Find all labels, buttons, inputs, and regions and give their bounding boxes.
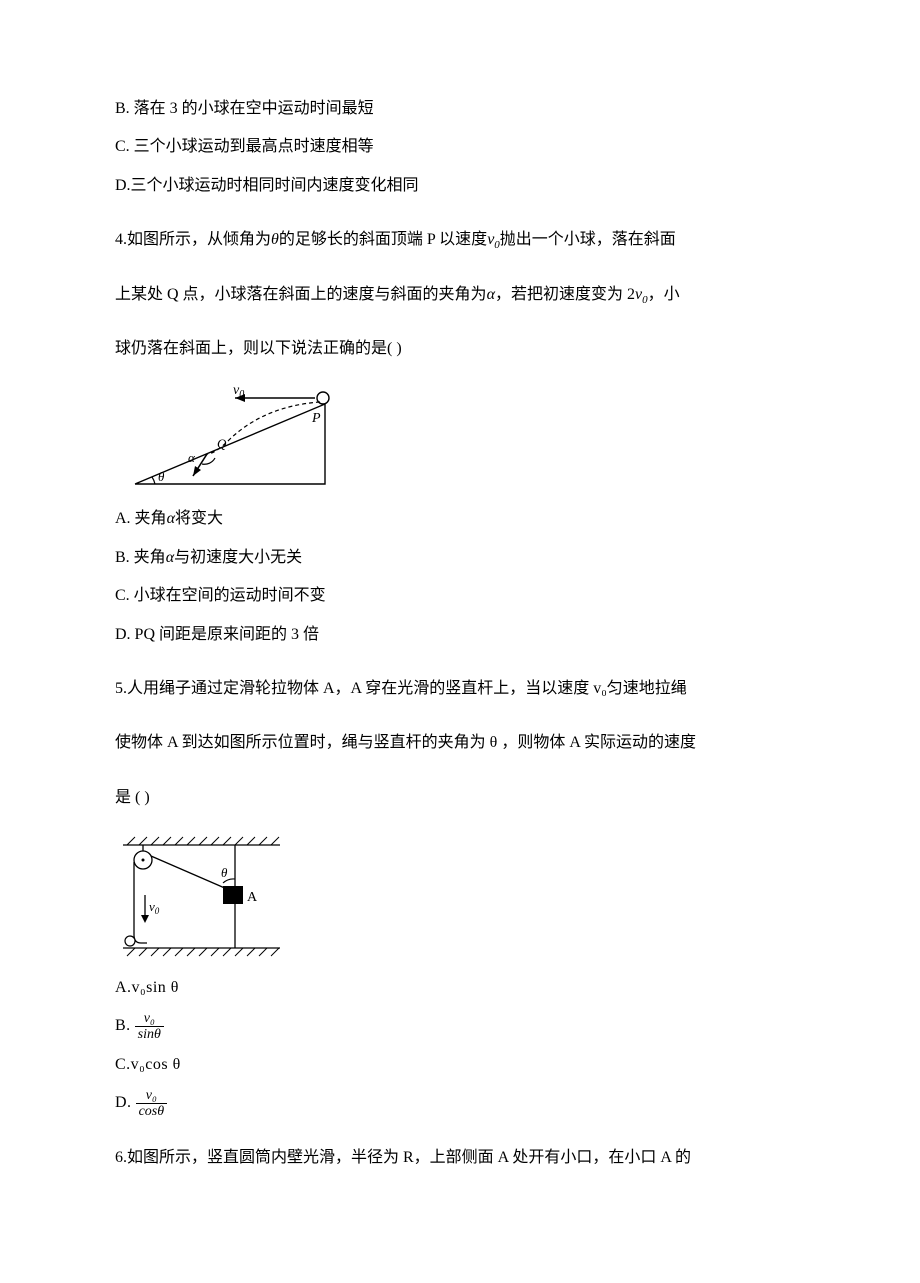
- q4-stem-line2: 上某处 Q 点，小球落在斜面上的速度与斜面的夹角为α，若把初速度变为 2v0，小: [115, 276, 920, 314]
- fig-v0-label: v0: [233, 384, 244, 400]
- q5-option-a: A.v₀sin θ: [115, 969, 920, 1007]
- q5-stem-line1: 5.人用绳子通过定滑轮拉物体 A，A 穿在光滑的竖直杆上，当以速度 v₀匀速地拉…: [115, 670, 920, 708]
- q5-option-d: D. v₀cosθ: [115, 1084, 920, 1122]
- v0-symbol-2: v0: [635, 286, 648, 303]
- q4-option-d: D. PQ 间距是原来间距的 3 倍: [115, 616, 920, 654]
- q3-option-c: C. 三个小球运动到最高点时速度相等: [115, 128, 920, 166]
- q4-stem-part3: 抛出一个小球，落在斜面: [500, 231, 676, 248]
- q4-figure: v0 P Q α θ: [115, 384, 920, 494]
- q5-stem-line3: 是 ( ): [115, 779, 920, 817]
- q4-option-b: B. 夹角α与初速度大小无关: [115, 539, 920, 577]
- alpha-symbol: α: [487, 286, 495, 303]
- q4-stem-line2c: ，小: [648, 286, 680, 303]
- fig5-theta-label: θ: [221, 865, 228, 880]
- q3-option-d: D.三个小球运动时相同时间内速度变化相同: [115, 167, 920, 205]
- q6-stem-line1: 6.如图所示，竖直圆筒内壁光滑，半径为 R，上部侧面 A 处开有小口，在小口 A…: [115, 1139, 920, 1177]
- q5-option-c: C.v₀cos θ: [115, 1046, 920, 1084]
- q5-stem-line2: 使物体 A 到达如图所示位置时，绳与竖直杆的夹角为 θ ，则物体 A 实际运动的…: [115, 724, 920, 762]
- fig-alpha-label: α: [188, 450, 196, 465]
- fig-theta-label: θ: [158, 469, 165, 484]
- q4-stem-line3: 球仍落在斜面上，则以下说法正确的是( ): [115, 330, 920, 368]
- q4-stem-part2: 的足够长的斜面顶端 P 以速度: [279, 231, 487, 248]
- v0-symbol: v0: [487, 231, 500, 248]
- fig-p-label: P: [311, 411, 321, 426]
- fig-q-label: Q: [217, 436, 227, 451]
- q4-option-a: A. 夹角α将变大: [115, 500, 920, 538]
- q3-option-b: B. 落在 3 的小球在空中运动时间最短: [115, 90, 920, 128]
- q4-stem-line1: 4.如图所示，从倾角为θ的足够长的斜面顶端 P 以速度v0抛出一个小球，落在斜面: [115, 221, 920, 259]
- fig5-v0-label: v0: [149, 899, 160, 916]
- q5-option-b: B. v₀sinθ: [115, 1007, 920, 1045]
- q5-figure: v0 θ A: [115, 833, 920, 963]
- q4-stem-part1: 4.如图所示，从倾角为: [115, 231, 271, 248]
- q4-stem-line2b: ，若把初速度变为 2: [495, 286, 635, 303]
- theta-symbol: θ: [271, 231, 279, 248]
- q4-stem-line2a: 上某处 Q 点，小球落在斜面上的速度与斜面的夹角为: [115, 286, 487, 303]
- fig5-a-label: A: [247, 890, 258, 905]
- q4-option-c: C. 小球在空间的运动时间不变: [115, 577, 920, 615]
